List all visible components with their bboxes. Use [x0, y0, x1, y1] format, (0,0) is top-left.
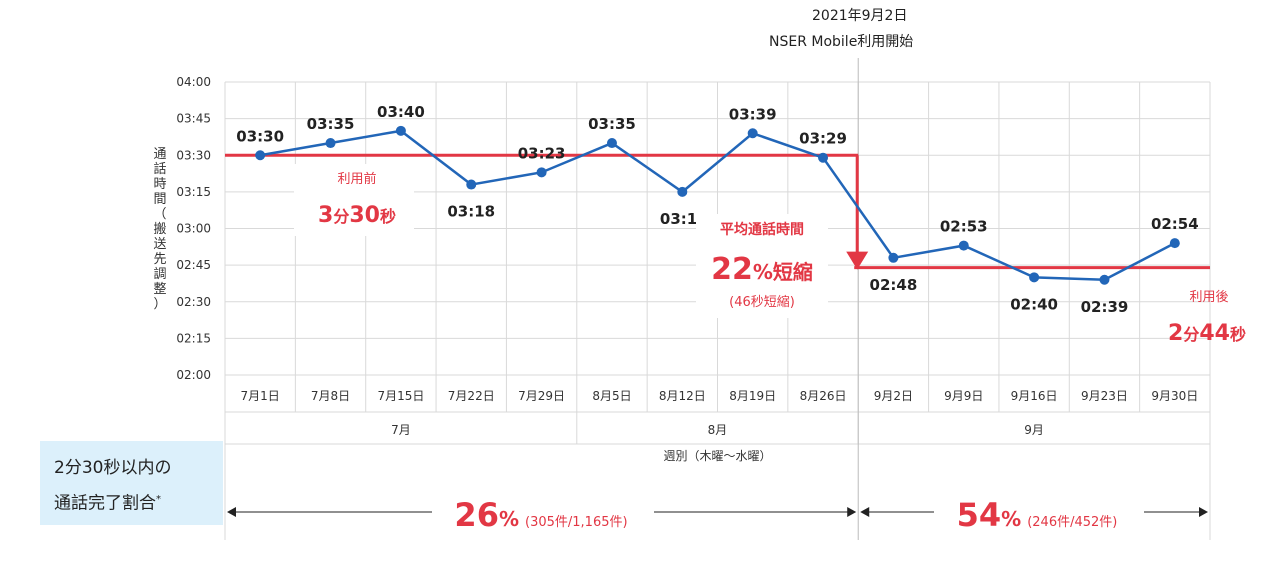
average-lines [225, 153, 1210, 270]
annotation-date: 2021年9月2日 [812, 8, 907, 24]
data-point [958, 240, 969, 251]
month-label: 8月 [708, 423, 728, 437]
data-label: 03:30 [236, 127, 284, 145]
annotation-event: NSER Mobile利用開始 [769, 34, 913, 50]
month-label: 7月 [391, 423, 411, 437]
x-tick-label: 9月23日 [1081, 389, 1128, 403]
data-point [888, 252, 899, 263]
reduction-value: 22%短縮 [711, 252, 813, 287]
arrow-head-right [847, 507, 857, 517]
data-label: 02:40 [1010, 295, 1058, 313]
y-tick-label: 02:15 [176, 331, 211, 345]
reduction-label: 平均通話時間 [720, 221, 804, 238]
after-pct-bg [934, 494, 1144, 534]
x-axis: 7月1日 7月8日 7月15日 7月22日 7月29日 8月5日 8月12日 8月19日 8月2… [241, 389, 1199, 463]
data-labels: 03:30 03:35 03:40 03:18 03:23 03:35 03:1_ 03:39… [236, 103, 1198, 316]
series-path [259, 129, 1176, 282]
data-label: 03:18 [447, 203, 495, 221]
data-point [1099, 274, 1110, 285]
before-pct-bg [432, 494, 654, 534]
y-tick-label: 02:45 [176, 258, 211, 272]
x-tick-label: 8月5日 [592, 389, 631, 403]
x-axis-label: 週別（木曜～水曜） [663, 449, 771, 463]
x-tick-label: 9月9日 [944, 389, 983, 403]
y-label-char: 通 [153, 147, 166, 162]
arrow-head-right [1199, 507, 1208, 517]
completion-title-box: 2分30秒以内の 通話完了割合* [40, 441, 223, 525]
month-label: 9月 [1024, 423, 1044, 437]
data-label: 02:53 [940, 218, 988, 236]
data-point [536, 167, 547, 178]
data-point [466, 179, 477, 190]
y-tick-label: 03:45 [176, 112, 211, 126]
data-label: 02:54 [1151, 215, 1199, 233]
y-label-char: 間 [153, 192, 166, 207]
data-point [255, 150, 266, 161]
data-point [818, 152, 829, 163]
y-label-char: ） [153, 297, 166, 312]
y-tick-label: 03:00 [176, 222, 211, 236]
after-pct: 54% (246件/452件) [957, 496, 1118, 534]
y-label-char: 先 [153, 252, 166, 267]
data-point [395, 125, 406, 136]
y-tick-label: 02:00 [176, 368, 211, 382]
x-tick-label: 7月22日 [448, 389, 495, 403]
before-value: 3分30秒 [318, 203, 396, 228]
x-tick-label: 8月12日 [659, 389, 706, 403]
data-label: 03:29 [799, 130, 847, 148]
data-label: 03:35 [588, 115, 636, 133]
reduction-bg [696, 214, 828, 318]
x-tick-label: 7月29日 [518, 389, 565, 403]
x-tick-label: 9月30日 [1151, 389, 1198, 403]
x-tick-label: 7月8日 [311, 389, 350, 403]
x-tick-label: 9月16日 [1011, 389, 1058, 403]
arrow-head-left [860, 507, 870, 517]
y-label-char: 調 [153, 267, 166, 282]
data-label: 03:40 [377, 103, 425, 121]
y-label-char: 送 [153, 237, 166, 252]
x-tick-label: 8月19日 [729, 389, 776, 403]
y-tick-label: 02:30 [176, 295, 211, 309]
y-tick-label: 04:00 [176, 75, 211, 89]
data-point [1029, 272, 1040, 283]
before-label-bg [294, 164, 414, 236]
before-label: 利用前 [337, 171, 376, 187]
after-label: 利用後 [1189, 290, 1228, 305]
y-label-char: 時 [153, 177, 166, 192]
data-label: 03:35 [307, 115, 355, 133]
data-label: 03:39 [729, 105, 777, 123]
data-label: 03:1_ [660, 210, 705, 228]
data-point [325, 138, 336, 149]
data-point [747, 128, 758, 139]
completion-title-line1: 2分30秒以内の [54, 458, 172, 478]
completion-title-line2: 通話完了割合* [54, 493, 161, 514]
y-label-char: 整 [153, 282, 166, 297]
reduction-detail: (46秒短縮) [729, 294, 795, 310]
drop-arrow-head [846, 251, 869, 270]
y-label-char: 話 [153, 161, 166, 177]
x-tick-label: 9月2日 [874, 389, 913, 403]
before-pct: 26% (305件/1,165件) [454, 496, 627, 534]
x-tick-label: 7月15日 [377, 389, 424, 403]
arrow-head-left [227, 507, 236, 517]
data-label: 02:48 [870, 276, 918, 294]
y-tick-label: 03:30 [176, 148, 211, 162]
data-point [1169, 238, 1180, 249]
data-point [606, 138, 617, 149]
y-label-char: 搬 [153, 222, 166, 237]
y-axis-ticks: 04:00 03:45 03:30 03:15 03:00 02:45 02:30 02:15… [176, 75, 211, 382]
series-line [255, 125, 1180, 285]
data-label: 03:23 [518, 144, 566, 162]
x-tick-label: 7月1日 [241, 389, 280, 403]
y-tick-label: 03:15 [176, 185, 211, 199]
after-value: 2分44秒 [1168, 321, 1246, 346]
data-label: 02:39 [1081, 298, 1129, 316]
y-label-char: （ [153, 207, 166, 222]
x-tick-label: 8月26日 [800, 389, 847, 403]
data-point [677, 186, 688, 197]
